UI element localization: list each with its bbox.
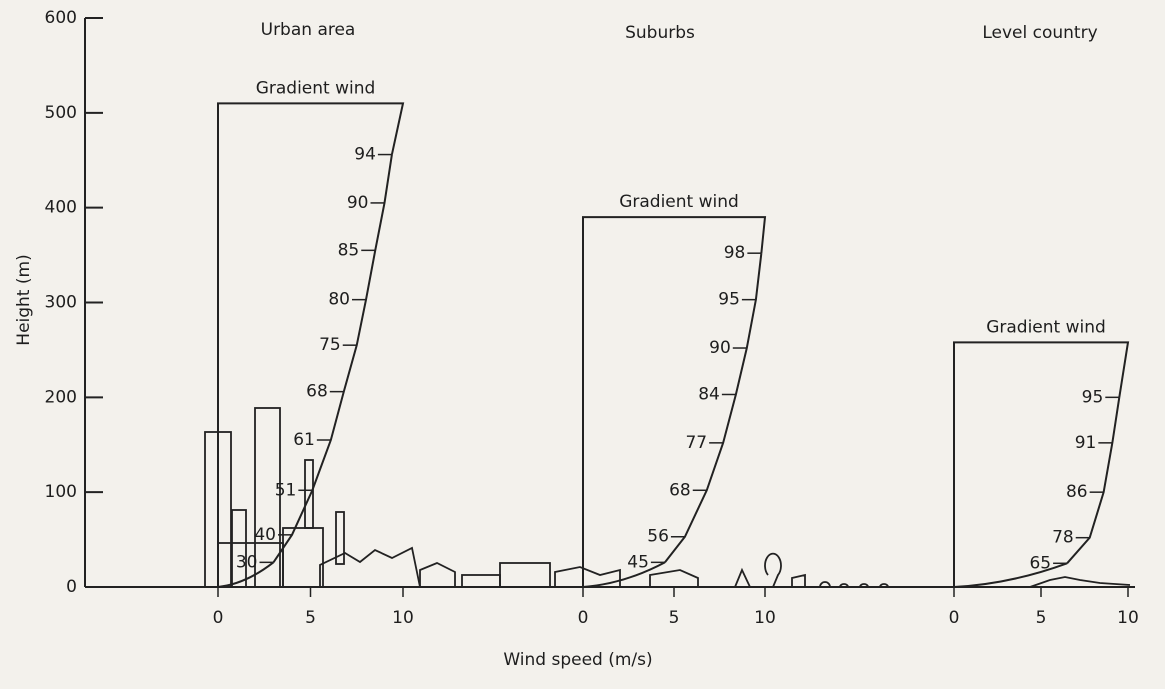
- percent-label: 40: [254, 525, 276, 545]
- percent-label: 86: [1066, 482, 1088, 502]
- y-tick-label: 300: [45, 293, 77, 313]
- x-tick-label: 10: [754, 608, 776, 628]
- percent-label: 51: [275, 480, 297, 500]
- gradient-label: Gradient wind: [256, 78, 376, 98]
- x-axis-label: Wind speed (m/s): [503, 650, 652, 670]
- x-tick-label: 0: [949, 608, 960, 628]
- percent-label: 30: [236, 552, 258, 572]
- y-tick-label: 0: [66, 577, 77, 597]
- percent-label: 56: [647, 527, 669, 547]
- wind-profile: [1067, 397, 1119, 563]
- gradient-box: [583, 217, 765, 587]
- x-tick-label: 5: [1036, 608, 1047, 628]
- percent-label: 65: [1029, 553, 1051, 573]
- wind-profile: [274, 155, 392, 563]
- x-tick-label: 10: [392, 608, 414, 628]
- panel-title: Suburbs: [625, 23, 695, 43]
- percent-label: 77: [685, 433, 707, 453]
- y-tick-label: 400: [45, 198, 77, 218]
- percent-label: 91: [1075, 433, 1097, 453]
- percent-label: 78: [1052, 528, 1074, 548]
- percent-label: 90: [347, 193, 369, 213]
- percent-label: 68: [669, 480, 691, 500]
- gradient-label: Gradient wind: [986, 317, 1106, 337]
- chart: Height (m) Wind speed (m/s) 010020030040…: [0, 0, 1165, 689]
- y-tick-label: 200: [45, 387, 77, 407]
- percent-label: 80: [328, 290, 350, 310]
- x-tick-label: 10: [1117, 608, 1139, 628]
- panel-title: Level country: [982, 23, 1097, 43]
- percent-label: 95: [1082, 387, 1104, 407]
- x-tick-label: 5: [669, 608, 680, 628]
- gradient-box: [954, 342, 1128, 587]
- x-tick-label: 0: [213, 608, 224, 628]
- percent-label: 68: [306, 382, 328, 402]
- percent-label: 94: [354, 145, 376, 165]
- percent-label: 98: [724, 243, 746, 263]
- percent-label: 45: [627, 552, 649, 572]
- percent-label: 85: [338, 240, 360, 260]
- y-tick-label: 500: [45, 103, 77, 123]
- percent-label: 61: [293, 430, 315, 450]
- y-axis-label: Height (m): [14, 254, 34, 345]
- y-tick-label: 100: [45, 482, 77, 502]
- percent-label: 90: [709, 338, 731, 358]
- gradient-label: Gradient wind: [619, 192, 739, 212]
- x-tick-label: 5: [305, 608, 316, 628]
- y-tick-label: 600: [45, 8, 77, 28]
- x-tick-label: 0: [578, 608, 589, 628]
- percent-label: 95: [718, 290, 740, 310]
- percent-label: 75: [319, 335, 341, 355]
- panel-title: Urban area: [261, 20, 356, 40]
- percent-label: 84: [698, 384, 720, 404]
